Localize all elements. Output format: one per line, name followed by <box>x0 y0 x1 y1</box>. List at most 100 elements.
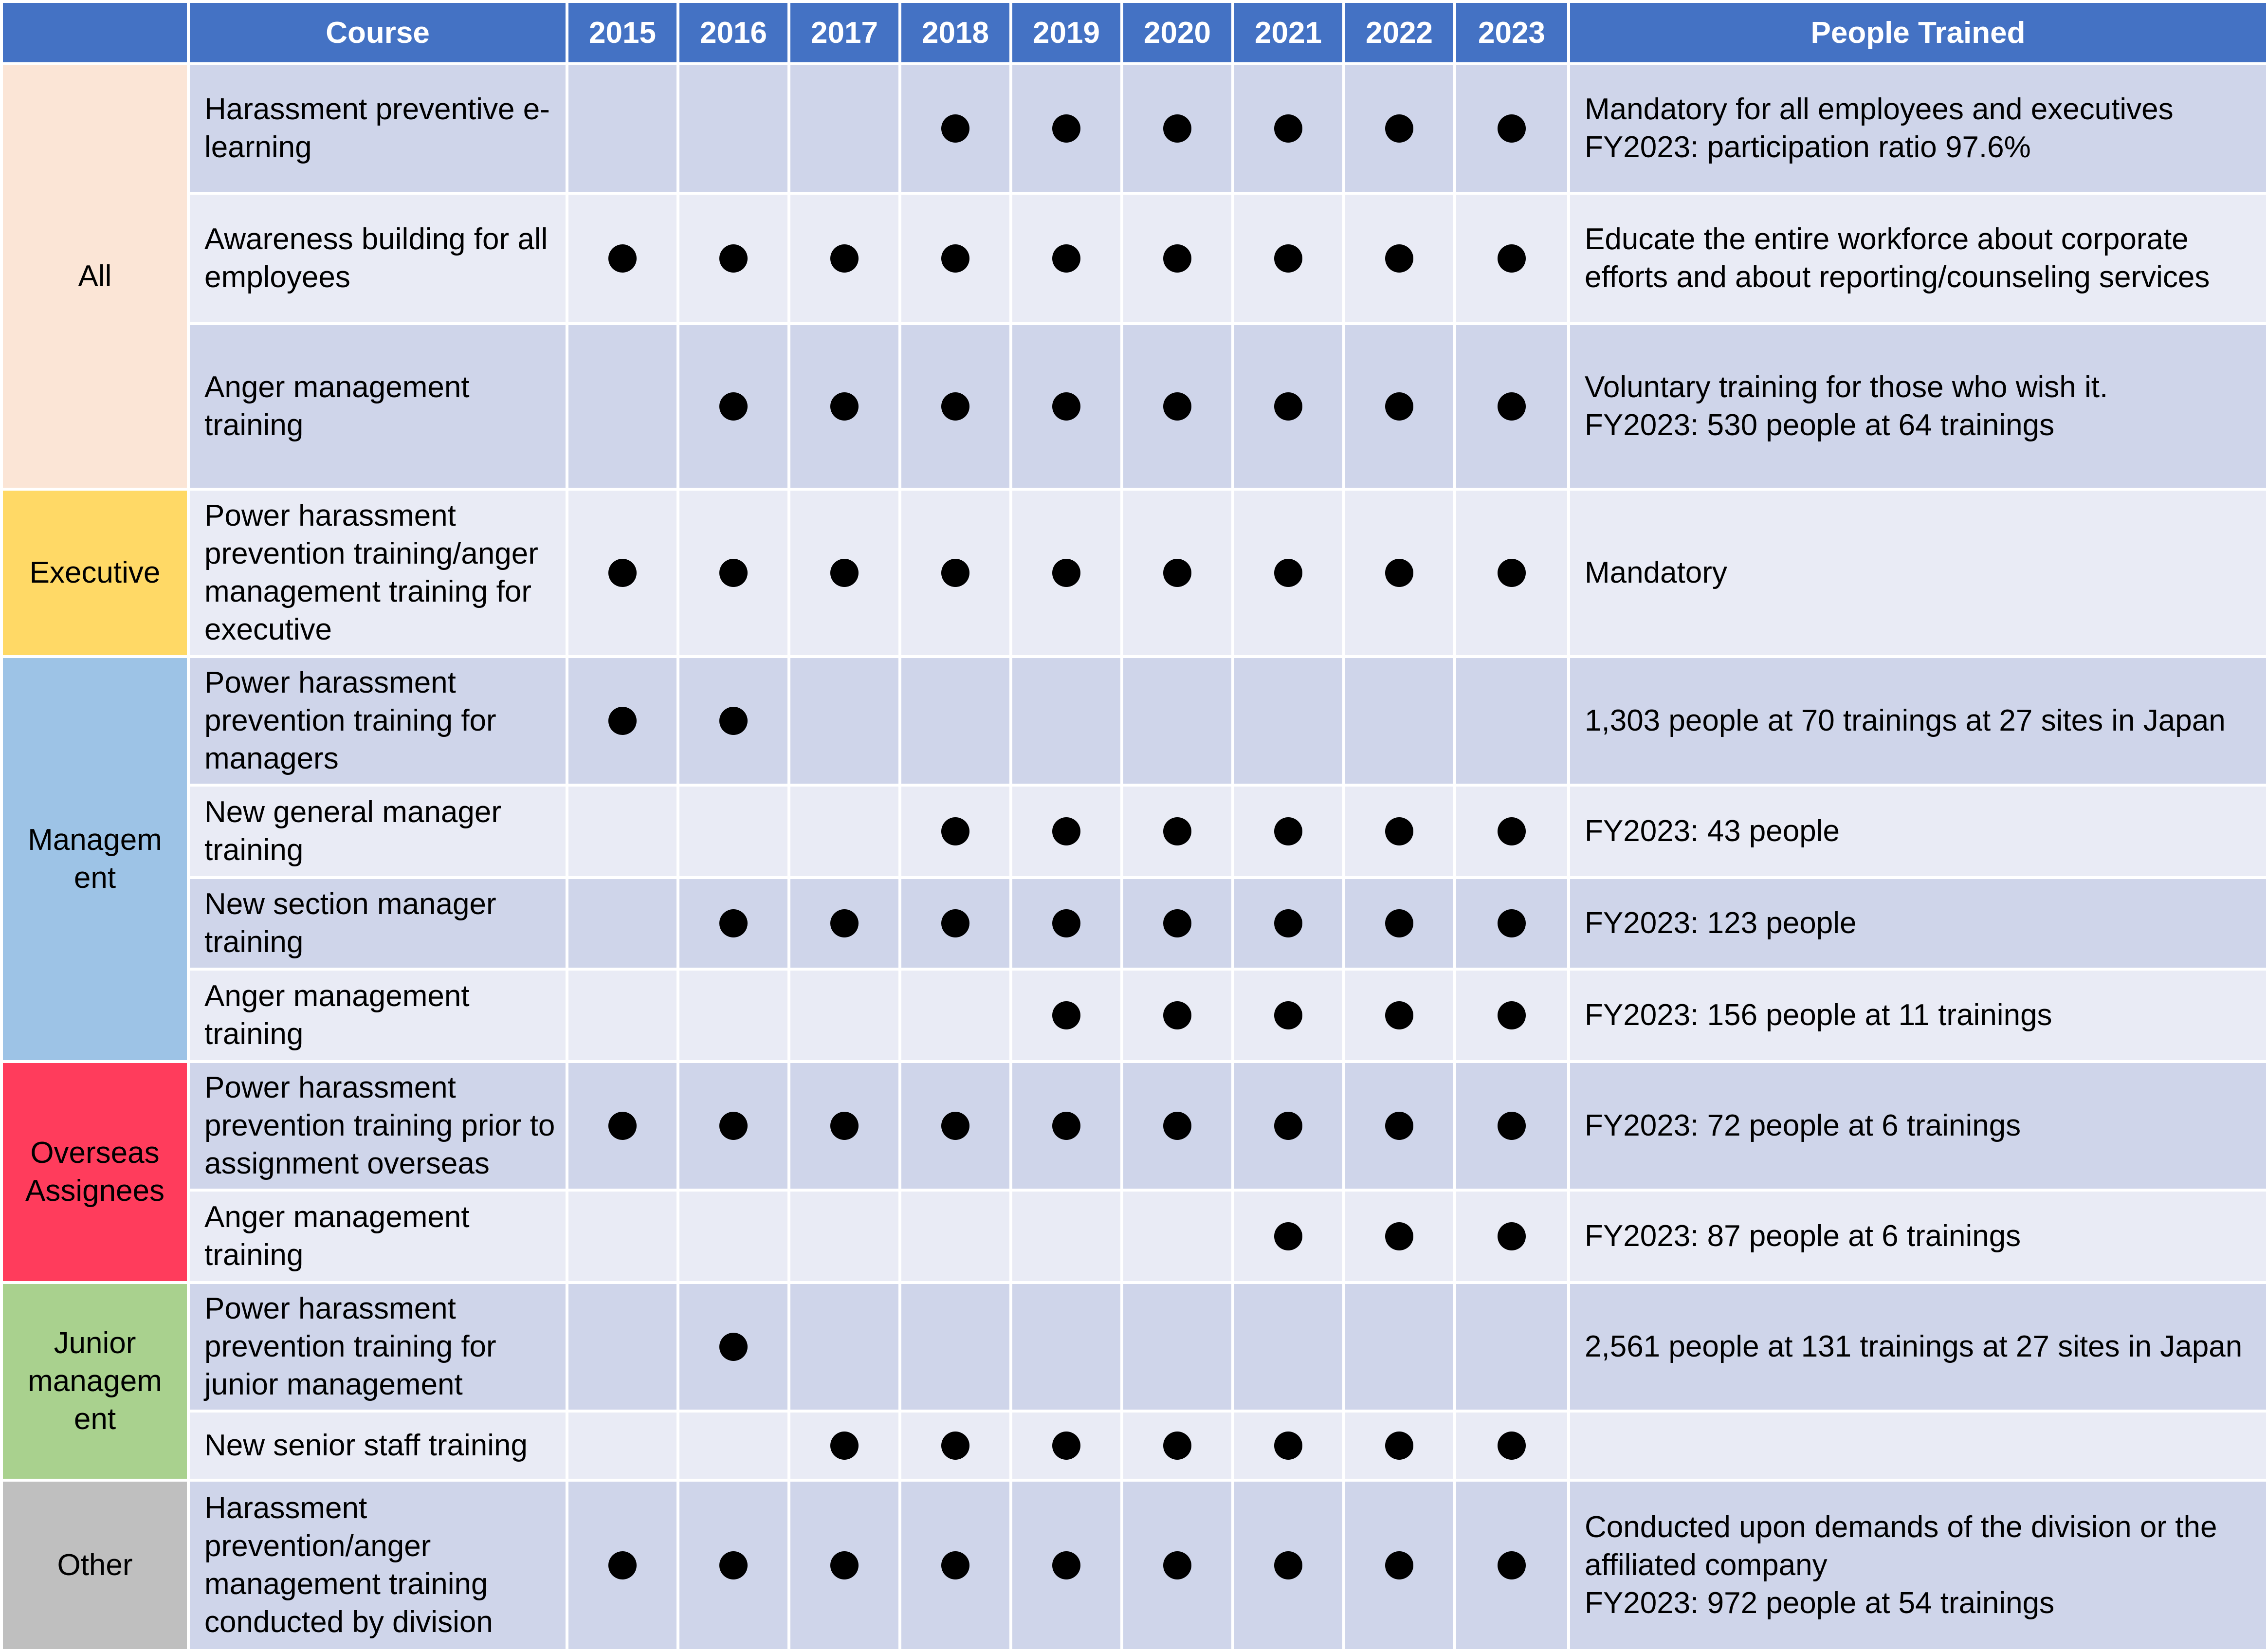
year-cell-2016 <box>676 968 790 1063</box>
year-cell-2018 <box>898 655 1012 787</box>
conducted-dot-icon <box>1498 1001 1526 1029</box>
conducted-dot-icon <box>719 559 748 587</box>
conducted-dot-icon <box>941 1432 969 1460</box>
year-cell-2018 <box>898 1410 1012 1482</box>
year-header: 2022 <box>1342 0 1456 65</box>
people-trained-text: Mandatory <box>1585 556 1727 589</box>
year-cell-2016 <box>676 1189 790 1284</box>
year-cell-2017 <box>787 968 901 1063</box>
table-row: Awareness building for all employees Educ… <box>1 192 2267 325</box>
year-cell-2017 <box>787 1189 901 1284</box>
conducted-dot-icon <box>1274 1112 1302 1140</box>
table-row: All Harassment preventive e-learning Manda… <box>0 62 2267 491</box>
conducted-dot-icon <box>1274 1432 1302 1460</box>
conducted-dot-icon <box>1052 114 1080 143</box>
conducted-dot-icon <box>1163 559 1191 587</box>
table-row: Managem ent Power harassment prevention t… <box>0 655 2267 1063</box>
year-cell-2020 <box>1120 655 1234 787</box>
header-row: Course 2015 2016 2017 2018 2019 2020 202… <box>0 0 2267 65</box>
year-cell-2023 <box>1453 876 1570 971</box>
table-row: Junior managem ent Power harassment preve… <box>0 1281 2267 1482</box>
conducted-dot-icon <box>941 392 969 421</box>
course-name-cell: Power harassment prevention training/ang… <box>187 488 568 658</box>
conducted-dot-icon <box>941 559 969 587</box>
year-cell-2021 <box>1231 62 1345 195</box>
people-trained-text: FY2023: 87 people at 6 trainings <box>1585 1219 2021 1253</box>
conducted-dot-icon <box>719 1333 748 1361</box>
course-name-cell: Power harassment prevention training for… <box>187 655 568 787</box>
year-cell-2017 <box>787 876 901 971</box>
conducted-dot-icon <box>1498 817 1526 845</box>
conducted-dot-icon <box>719 1551 748 1579</box>
year-cell-2017 <box>787 784 901 879</box>
category-cell: Managem ent <box>0 655 190 1063</box>
conducted-dot-icon <box>719 1112 748 1140</box>
course-name-cell: New section manager training <box>187 876 568 971</box>
people-trained-cell: Voluntary training for those who wish it… <box>1567 322 2267 491</box>
year-cell-2020 <box>1120 1060 1234 1192</box>
conducted-dot-icon <box>1274 1222 1302 1250</box>
year-cell-2023 <box>1453 655 1570 787</box>
conducted-dot-icon <box>1385 1432 1413 1460</box>
conducted-dot-icon <box>1498 559 1526 587</box>
year-cell-2017 <box>787 62 901 195</box>
people-trained-cell: 2,561 people at 131 trainings at 27 site… <box>1567 1281 2267 1413</box>
conducted-dot-icon <box>1052 1112 1080 1140</box>
year-cell-2021 <box>1231 192 1345 325</box>
year-cell-2023 <box>1453 1479 1570 1652</box>
conducted-dot-icon <box>1052 559 1080 587</box>
conducted-dot-icon <box>1163 817 1191 845</box>
year-cell-2019 <box>1009 1189 1123 1284</box>
year-cell-2016 <box>676 62 790 195</box>
year-cell-2021 <box>1231 1189 1345 1284</box>
table-row: Anger management training FY2023: 156 peo… <box>1 968 2267 1063</box>
year-cell-2021 <box>1231 968 1345 1063</box>
table-row: New senior staff training <box>1 1410 2267 1482</box>
conducted-dot-icon <box>719 244 748 273</box>
year-cell-2019 <box>1009 488 1123 658</box>
year-cell-2016 <box>676 876 790 971</box>
people-trained-cell: FY2023: 123 people <box>1567 876 2267 971</box>
year-cell-2019 <box>1009 322 1123 491</box>
conducted-dot-icon <box>719 707 748 735</box>
people-trained-cell: Educate the entire workforce about corpo… <box>1567 192 2267 325</box>
year-cell-2018 <box>898 488 1012 658</box>
year-cell-2021 <box>1231 488 1345 658</box>
conducted-dot-icon <box>1385 559 1413 587</box>
year-cell-2017 <box>787 1410 901 1482</box>
conducted-dot-icon <box>1052 1001 1080 1029</box>
year-cell-2022 <box>1342 1189 1456 1284</box>
year-cell-2016 <box>676 1479 790 1652</box>
conducted-dot-icon <box>1385 1551 1413 1579</box>
year-cell-2020 <box>1120 1189 1234 1284</box>
conducted-dot-icon <box>1163 1001 1191 1029</box>
conducted-dot-icon <box>1274 1551 1302 1579</box>
year-cell-2020 <box>1120 322 1234 491</box>
year-cell-2015 <box>566 784 679 879</box>
year-cell-2023 <box>1453 322 1570 491</box>
conducted-dot-icon <box>1163 1551 1191 1579</box>
year-cell-2015 <box>566 488 679 658</box>
conducted-dot-icon <box>830 909 859 937</box>
course-name-cell: New senior staff training <box>187 1410 568 1482</box>
conducted-dot-icon <box>1163 114 1191 143</box>
year-cell-2022 <box>1342 322 1456 491</box>
year-cell-2022 <box>1342 1479 1456 1652</box>
year-cell-2018 <box>898 192 1012 325</box>
year-cell-2023 <box>1453 784 1570 879</box>
conducted-dot-icon <box>608 707 637 735</box>
conducted-dot-icon <box>1274 559 1302 587</box>
year-cell-2022 <box>1342 192 1456 325</box>
category-cell: Other <box>0 1479 190 1652</box>
conducted-dot-icon <box>1385 1222 1413 1250</box>
conducted-dot-icon <box>719 392 748 421</box>
category-cell: Junior managem ent <box>0 1281 190 1482</box>
year-cell-2017 <box>787 1060 901 1192</box>
people-trained-cell: Conducted upon demands of the division o… <box>1567 1479 2267 1652</box>
conducted-dot-icon <box>1052 1551 1080 1579</box>
table-row: Anger management training FY2023: 87 peop… <box>1 1189 2267 1284</box>
year-cell-2023 <box>1453 1410 1570 1482</box>
year-cell-2016 <box>676 322 790 491</box>
conducted-dot-icon <box>1385 1112 1413 1140</box>
year-cell-2015 <box>566 1281 679 1413</box>
